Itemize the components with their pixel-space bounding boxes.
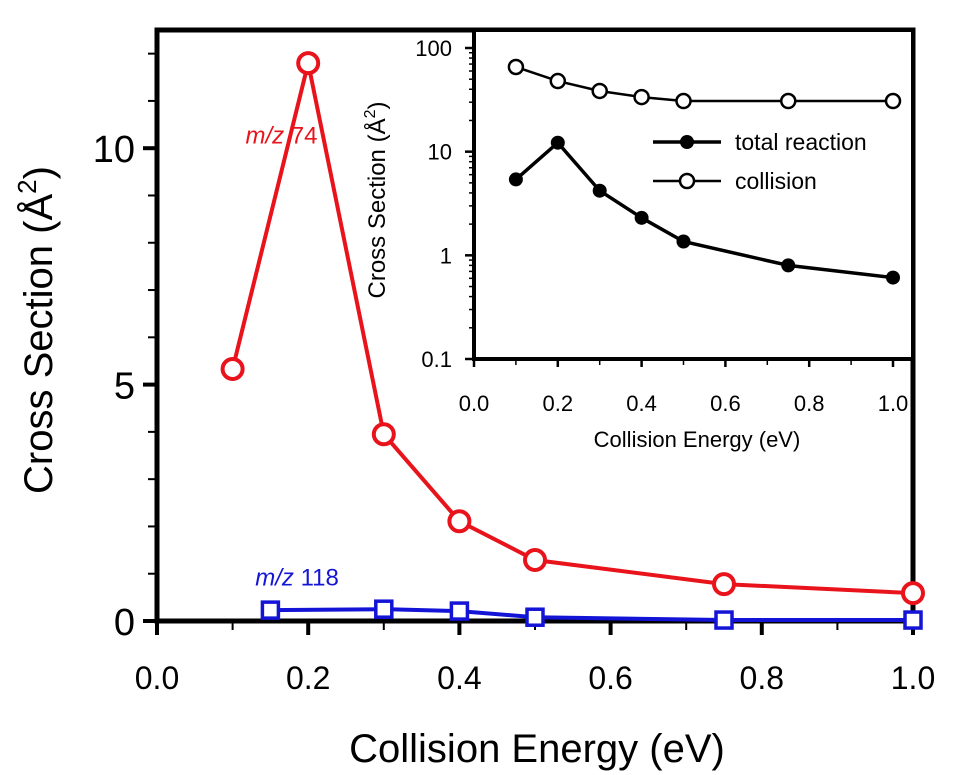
inset-legend: total reaction collision [653, 129, 867, 194]
series-m-z-74 [220, 51, 925, 606]
main-axis-ticks: 0 5 10 0.0 0.2 0.4 0.6 0.8 1.0 [93, 52, 935, 696]
inset-axis-ticks: 0.1 1 10 100 0.0 0.2 0.4 0.6 0.8 1.0 [415, 36, 908, 416]
main-x-tick-label: 1.0 [891, 660, 935, 696]
legend-item: collision [653, 168, 817, 194]
main-x-tick-label: 0.8 [740, 660, 784, 696]
data-point [714, 610, 734, 630]
inset-x-tick-label: 0.0 [459, 391, 490, 416]
data-point [886, 270, 900, 285]
inset-x-tick-label: 1.0 [878, 391, 909, 416]
inset-y-tick-label: 0.1 [421, 347, 452, 372]
legend-marker [680, 135, 694, 149]
main-x-tick-label: 0.6 [588, 660, 632, 696]
series-label-italic: m/z [245, 122, 284, 149]
series-label: m/z 118 [255, 565, 339, 592]
inset-y-axis-label-close: ) [364, 102, 391, 110]
main-y-axis-label-text: Cross Section (Å [16, 194, 61, 494]
data-point [374, 599, 394, 619]
legend-label: total reaction [735, 129, 867, 155]
data-point [591, 82, 608, 100]
inset-y-tick-label: 1 [440, 243, 452, 268]
series-label-text: 118 [294, 565, 339, 592]
legend-item: total reaction [653, 129, 867, 155]
legend-marker [678, 172, 696, 190]
data-point [780, 92, 797, 110]
data-point [634, 210, 649, 225]
data-point [884, 92, 902, 110]
main-x-tick-label: 0.2 [286, 660, 330, 696]
main-x-tick-label: 0.4 [437, 660, 481, 696]
data-point [781, 258, 796, 273]
inset-x-tick-label: 0.4 [626, 391, 657, 416]
data-point [633, 88, 650, 106]
main-y-tick-label: 0 [114, 602, 135, 644]
series-m-z-118 [260, 599, 923, 630]
main-plot: 0 5 10 0.0 0.2 0.4 0.6 0.8 1.0 Collision Energy … [12, 27, 935, 771]
data-point [592, 183, 607, 198]
data-point [549, 72, 567, 90]
data-point [712, 572, 736, 597]
inset-series-group [507, 58, 902, 285]
data-point [507, 58, 525, 76]
main-series-labels: m/z 74m/z 118 [245, 122, 338, 591]
main-x-tick-label: 0.0 [135, 660, 179, 696]
inset-y-axis-label-text: Cross Section (Å [363, 118, 391, 298]
main-y-tick-label: 5 [114, 366, 135, 408]
inset-x-tick-label: 0.2 [543, 391, 574, 416]
main-series-group [220, 51, 925, 630]
inset-x-tick-label: 0.8 [794, 391, 825, 416]
data-point [447, 509, 472, 534]
data-point [371, 422, 396, 447]
inset-plot: 0.1 1 10 100 0.0 0.2 0.4 0.6 0.8 1.0 total reacti… [362, 28, 915, 452]
data-point [220, 356, 245, 381]
inset-series-total-reaction [508, 135, 900, 285]
data-point [508, 172, 523, 187]
inset-y-tick-label: 10 [428, 140, 452, 165]
inset-background [474, 30, 914, 360]
inset-y-axis-label: Cross Section (Å2) [362, 102, 391, 299]
main-y-axis-label-sup: 2 [12, 179, 42, 193]
data-point [550, 135, 565, 150]
legend-label: collision [735, 168, 817, 194]
inset-series-collision [507, 58, 902, 110]
main-y-axis-label-close: ) [17, 166, 61, 179]
series-label-italic: m/z [255, 565, 294, 592]
data-point [901, 581, 925, 606]
main-y-tick-label: 10 [93, 129, 135, 171]
main-x-axis-label: Collision Energy (eV) [349, 727, 725, 771]
data-point [675, 92, 692, 110]
series-line [270, 607, 913, 623]
inset-y-axis-label-sup: 2 [362, 109, 379, 118]
data-point [903, 610, 923, 630]
data-point [676, 234, 691, 249]
data-point [523, 548, 547, 573]
data-point [296, 51, 321, 76]
main-y-axis-label: Cross Section (Å2) [12, 166, 61, 494]
series-label: m/z 74 [245, 122, 317, 149]
inset-x-tick-label: 0.6 [710, 391, 741, 416]
data-point [449, 601, 470, 621]
data-point [260, 600, 281, 620]
data-point [525, 607, 545, 627]
inset-y-tick-label: 100 [415, 36, 452, 61]
series-label-text: 74 [284, 122, 317, 149]
inset-x-axis-label: Collision Energy (eV) [594, 427, 801, 452]
